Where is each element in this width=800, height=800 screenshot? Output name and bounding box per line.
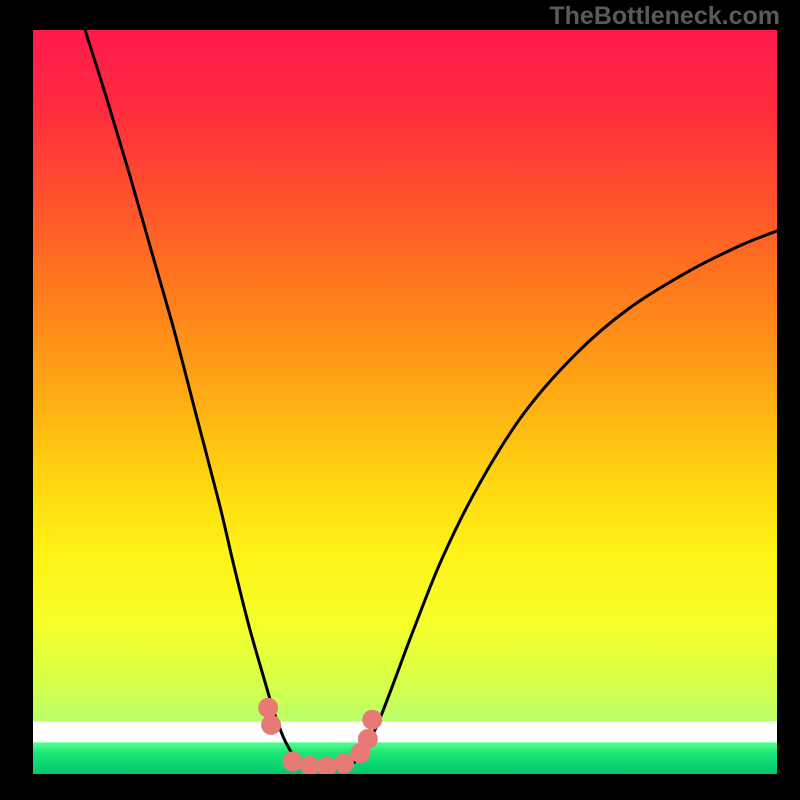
- curve-marker: [362, 710, 382, 730]
- curve-marker: [283, 751, 303, 771]
- curve-marker: [258, 698, 278, 718]
- watermark-text: TheBottleneck.com: [549, 2, 780, 31]
- curve-marker: [358, 729, 378, 749]
- curve-marker: [261, 715, 281, 735]
- chart-svg: [33, 30, 777, 774]
- chart-frame: [33, 30, 777, 774]
